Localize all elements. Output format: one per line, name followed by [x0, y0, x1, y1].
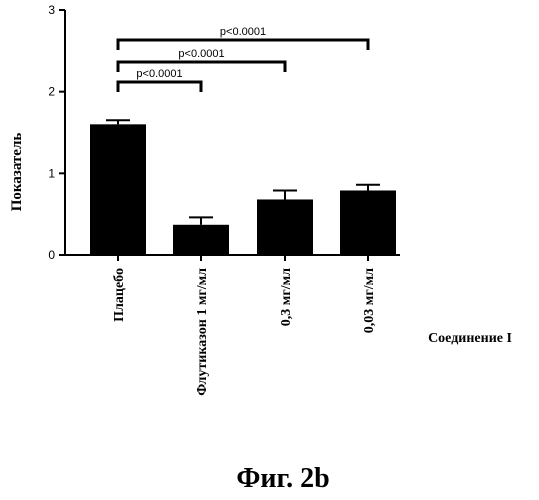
bar [90, 124, 146, 255]
category-label: 0,3 мг/мл [279, 268, 294, 326]
significance-bracket [118, 40, 368, 50]
p-value-label: p<0.0001 [136, 68, 182, 80]
y-tick-label: 0 [48, 248, 55, 262]
significance-brackets: p<0.0001 p<0.0001 p<0.0001 [118, 26, 368, 92]
significance-bracket [118, 82, 201, 92]
y-axis-label: Показатель [9, 133, 25, 212]
category-label: Плацебо [112, 268, 127, 322]
y-tick-label: 3 [48, 3, 55, 17]
p-value-label: p<0.0001 [178, 48, 224, 60]
y-tick-label: 1 [48, 166, 55, 180]
y-tick-label: 2 [48, 85, 55, 99]
category-label: Флутиказон 1 мг/мл [195, 268, 210, 396]
category-label: 0,03 мг/мл [362, 268, 377, 333]
bar [257, 199, 313, 255]
category-labels: Плацебо Флутиказон 1 мг/мл 0,3 мг/мл 0,03 м… [112, 268, 377, 396]
p-value-label: p<0.0001 [220, 26, 266, 38]
bars [90, 120, 396, 255]
bar [340, 190, 396, 255]
figure-caption: Фиг. 2b [236, 463, 329, 494]
bar [173, 225, 229, 255]
x-axis-label: Соединение I [428, 331, 512, 346]
